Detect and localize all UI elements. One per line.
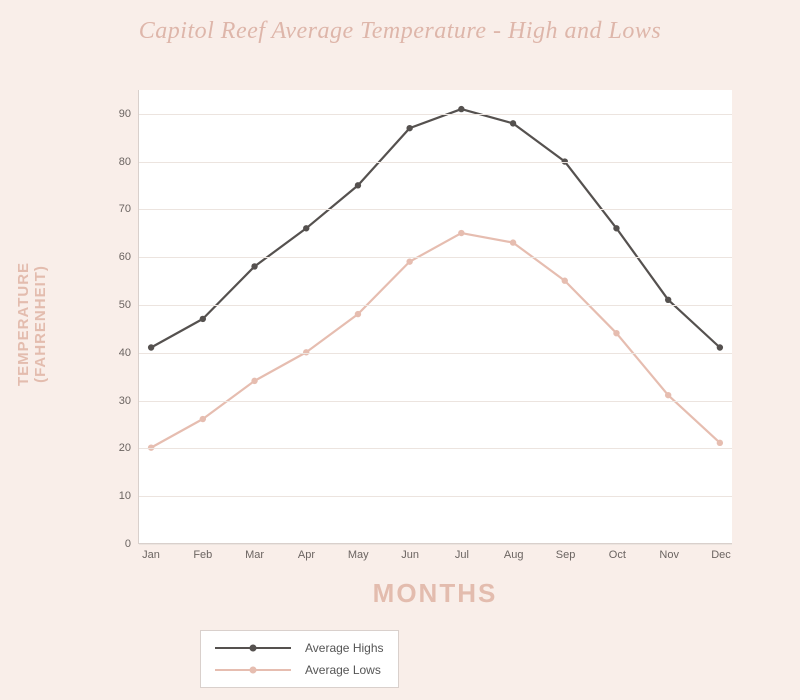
series-line bbox=[151, 109, 720, 347]
y-axis-label-line2: (FAHRENHEIT) bbox=[32, 234, 49, 414]
y-tick-label: 90 bbox=[119, 108, 139, 120]
x-tick-label: Jan bbox=[142, 543, 160, 561]
series-marker bbox=[303, 225, 309, 231]
x-tick-label: Apr bbox=[298, 543, 315, 561]
series-marker bbox=[458, 106, 464, 112]
gridline bbox=[139, 257, 732, 258]
legend-label: Average Lows bbox=[305, 663, 381, 677]
series-marker bbox=[510, 239, 516, 245]
gridline bbox=[139, 544, 732, 545]
x-tick-label: Jul bbox=[455, 543, 469, 561]
x-tick-label: Feb bbox=[193, 543, 212, 561]
gridline bbox=[139, 353, 732, 354]
y-axis-label: TEMPERATURE (FAHRENHEIT) bbox=[15, 234, 49, 414]
legend-swatch bbox=[215, 662, 291, 678]
y-tick-label: 20 bbox=[119, 442, 139, 454]
series-marker bbox=[251, 263, 257, 269]
series-line bbox=[151, 233, 720, 448]
series-marker bbox=[200, 416, 206, 422]
y-tick-label: 70 bbox=[119, 203, 139, 215]
series-marker bbox=[458, 230, 464, 236]
y-tick-label: 50 bbox=[119, 299, 139, 311]
chart-title: Capitol Reef Average Temperature - High … bbox=[0, 18, 800, 45]
series-marker bbox=[406, 258, 412, 264]
chart-plot-area: 0102030405060708090JanFebMarAprMayJunJul… bbox=[138, 90, 732, 544]
gridline bbox=[139, 209, 732, 210]
series-marker bbox=[665, 297, 671, 303]
series-marker bbox=[562, 278, 568, 284]
x-tick-label: Sep bbox=[556, 543, 576, 561]
y-tick-label: 40 bbox=[119, 347, 139, 359]
series-marker bbox=[613, 225, 619, 231]
y-tick-label: 10 bbox=[119, 490, 139, 502]
y-tick-label: 60 bbox=[119, 251, 139, 263]
series-marker bbox=[355, 182, 361, 188]
series-marker bbox=[717, 440, 723, 446]
x-tick-label: Jun bbox=[401, 543, 419, 561]
x-tick-label: Mar bbox=[245, 543, 264, 561]
chart-svg bbox=[139, 90, 732, 543]
gridline bbox=[139, 162, 732, 163]
series-marker bbox=[251, 378, 257, 384]
y-tick-label: 0 bbox=[125, 538, 139, 550]
legend-item: Average Lows bbox=[215, 659, 384, 681]
series-marker bbox=[355, 311, 361, 317]
legend: Average Highs Average Lows bbox=[200, 630, 399, 688]
series-marker bbox=[406, 125, 412, 131]
x-tick-label: Nov bbox=[659, 543, 679, 561]
x-tick-label: Aug bbox=[504, 543, 524, 561]
series-marker bbox=[510, 120, 516, 126]
gridline bbox=[139, 448, 732, 449]
gridline bbox=[139, 401, 732, 402]
legend-label: Average Highs bbox=[305, 641, 384, 655]
y-axis-label-line1: TEMPERATURE bbox=[15, 234, 32, 414]
y-tick-label: 80 bbox=[119, 156, 139, 168]
series-marker bbox=[200, 316, 206, 322]
gridline bbox=[139, 114, 732, 115]
series-marker bbox=[717, 344, 723, 350]
x-tick-label: Dec bbox=[711, 543, 731, 561]
y-tick-label: 30 bbox=[119, 395, 139, 407]
series-marker bbox=[665, 392, 671, 398]
legend-swatch bbox=[215, 640, 291, 656]
series-marker bbox=[148, 344, 154, 350]
legend-item: Average Highs bbox=[215, 637, 384, 659]
x-tick-label: May bbox=[348, 543, 369, 561]
gridline bbox=[139, 305, 732, 306]
x-tick-label: Oct bbox=[609, 543, 626, 561]
x-axis-label: MONTHS bbox=[138, 578, 732, 609]
gridline bbox=[139, 496, 732, 497]
series-marker bbox=[613, 330, 619, 336]
